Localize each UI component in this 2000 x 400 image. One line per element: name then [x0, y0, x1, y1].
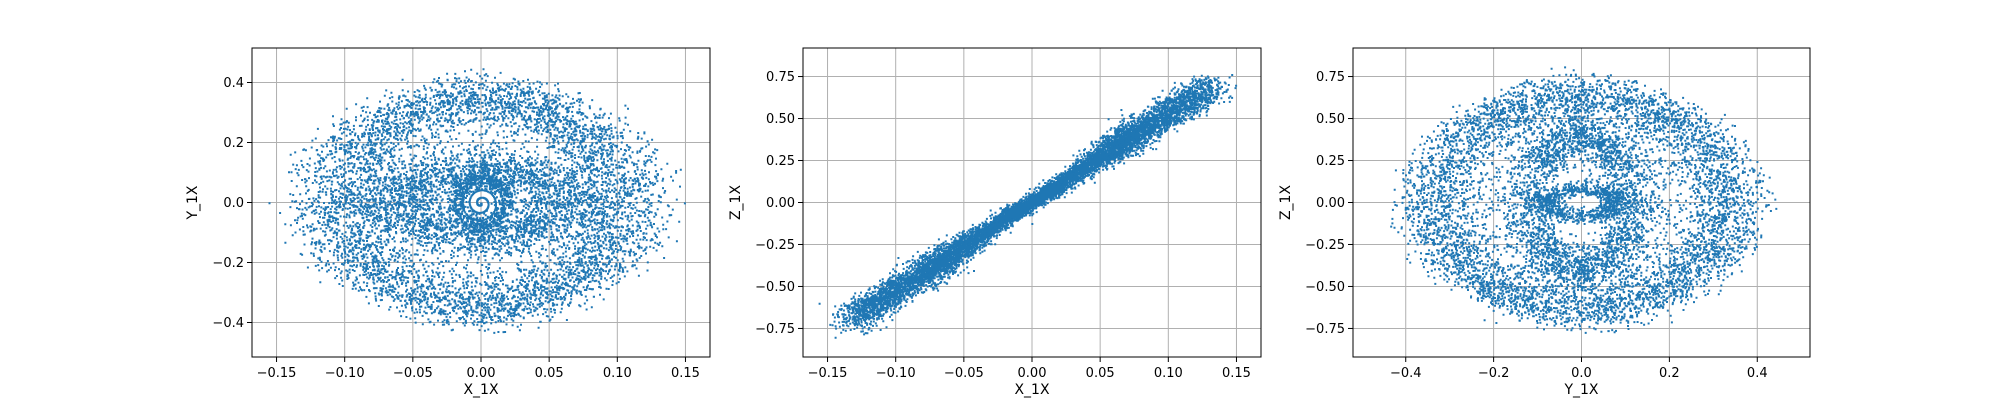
x-tick-label: 0.00: [467, 366, 496, 381]
x-axis-label-xz: X_1X: [1014, 382, 1049, 398]
y-tick-label: 0.50: [1316, 112, 1345, 127]
x-axis-label-xy: X_1X: [463, 382, 498, 398]
scatter-point-series: [1524, 178, 1635, 226]
scatter-point-series: [1495, 108, 1671, 295]
x-tick-label: 0.15: [671, 366, 700, 381]
x-tick-label: 0.4: [1747, 366, 1768, 381]
y-tick-label: −0.50: [755, 280, 795, 295]
x-tick-label: 0.10: [603, 366, 632, 381]
y-tick-label: −0.25: [1305, 238, 1345, 253]
x-tick-label: 0.0: [1571, 366, 1592, 381]
x-tick-label: −0.05: [393, 366, 433, 381]
y-tick-label: −0.4: [212, 316, 244, 331]
y-axis-label-xy: Y_1X: [185, 185, 201, 220]
y-tick-label: −0.75: [755, 322, 795, 337]
scatter-points-xy: [268, 68, 686, 334]
x-tick-label: 0.15: [1222, 366, 1251, 381]
scatter-point-series: [453, 174, 512, 229]
y-tick-label: 0.75: [766, 70, 795, 85]
y-tick-label: 0.75: [1316, 70, 1345, 85]
scatter-points-yz: [1390, 66, 1778, 334]
x-tick-label: 0.05: [1086, 366, 1115, 381]
ticks-yz: −0.4 −0.2 0.0 0.2 0.4 −0.75 −0.50 −0.25 0.00 0.25…: [1305, 70, 1767, 381]
y-tick-label: −0.50: [1305, 280, 1345, 295]
y-axis-label-xz: Z_1X: [728, 185, 744, 220]
x-tick-label: −0.10: [325, 366, 365, 381]
scatter-point-series: [345, 141, 618, 262]
y-tick-label: 0.4: [223, 76, 244, 91]
x-tick-label: −0.15: [808, 366, 848, 381]
y-tick-label: −0.75: [1305, 322, 1345, 337]
ticks-xy: −0.15 −0.10 −0.05 0.00 0.05 0.10 0.15 −0.4 −0.2 0…: [212, 76, 700, 381]
panel-yz: −0.4 −0.2 0.0 0.2 0.4 −0.75 −0.50 −0.25 0.00 0.25…: [1278, 47, 1811, 398]
y-axis-label-yz: Z_1X: [1278, 185, 1294, 220]
y-tick-label: 0.0: [223, 196, 244, 211]
x-tick-label: 0.00: [1018, 366, 1047, 381]
x-axis-label-yz: Y_1X: [1563, 382, 1598, 398]
x-tick-label: 0.2: [1659, 366, 1680, 381]
x-tick-label: −0.4: [1390, 366, 1422, 381]
scatter-points-xz: [818, 74, 1238, 339]
x-tick-label: −0.2: [1478, 366, 1510, 381]
y-tick-label: 0.2: [223, 136, 244, 151]
x-tick-label: −0.05: [944, 366, 984, 381]
y-tick-label: −0.2: [212, 256, 244, 271]
x-tick-label: −0.15: [257, 366, 297, 381]
scatter-point-series: [989, 179, 1077, 230]
y-tick-label: 0.25: [1316, 154, 1345, 169]
y-tick-label: 0.25: [766, 154, 795, 169]
panel-xy: −0.15 −0.10 −0.05 0.00 0.05 0.10 0.15 −0.4 −0.2 0…: [185, 47, 711, 398]
y-tick-label: 0.00: [766, 196, 795, 211]
y-tick-label: −0.25: [755, 238, 795, 253]
x-tick-label: 0.10: [1154, 366, 1183, 381]
ticks-xz: −0.15 −0.10 −0.05 0.00 0.05 0.10 0.15 −0.75 −0.5…: [755, 70, 1251, 381]
x-tick-label: −0.10: [876, 366, 916, 381]
y-tick-label: 0.50: [766, 112, 795, 127]
y-tick-label: 0.00: [1316, 196, 1345, 211]
panel-xz: −0.15 −0.10 −0.05 0.00 0.05 0.10 0.15 −0.75 −0.5…: [728, 47, 1262, 398]
x-tick-label: 0.05: [535, 366, 564, 381]
scatter-point-series: [1390, 66, 1778, 334]
scatter-point-series: [268, 68, 686, 334]
